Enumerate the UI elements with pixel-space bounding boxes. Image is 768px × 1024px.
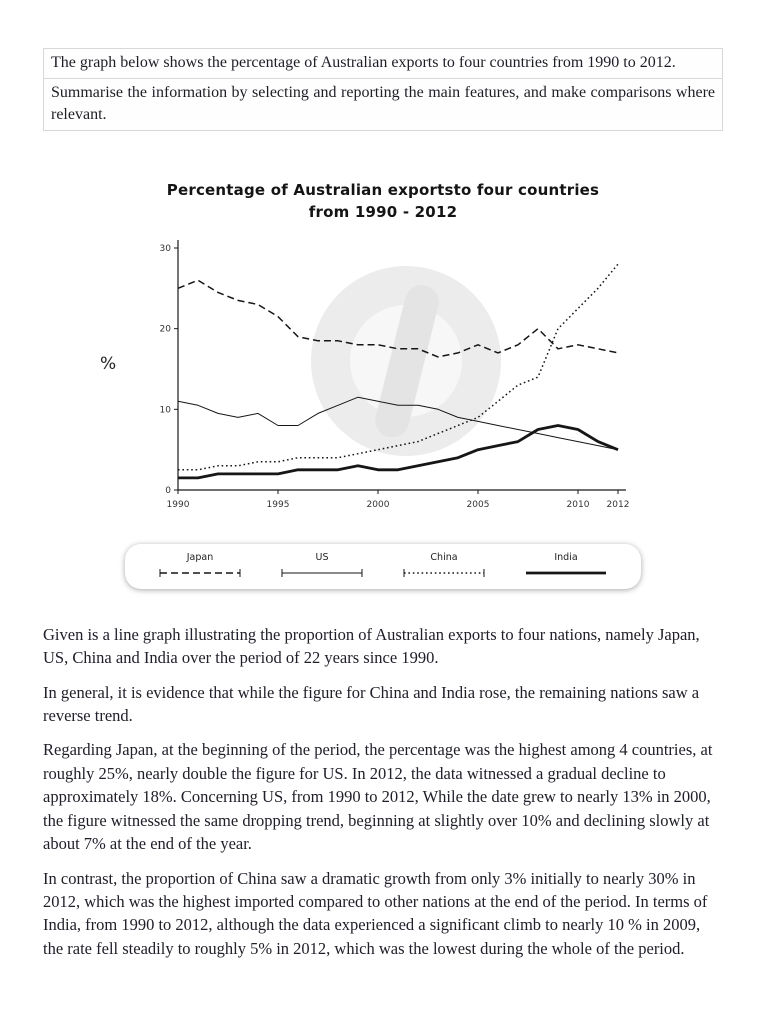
legend-swatch-japan [159,568,241,577]
y-tick-label: 30 [160,244,172,254]
x-tick-label: 2005 [467,500,490,510]
x-tick-label: 1990 [167,500,190,510]
essay-paragraph: In contrast, the proportion of China saw… [43,868,708,958]
task-prompt-line-2: Summarise the information by selecting a… [43,78,723,131]
legend-swatch-us [281,568,363,577]
chart-title-line-1: Percentage of Australian exportsto four … [166,180,600,199]
legend-swatch-china [403,568,485,577]
x-tick-label: 2012 [607,500,630,510]
legend-item-japan: Japan [157,552,243,579]
x-tick-label: 2000 [367,500,390,510]
y-tick-label: 0 [165,486,171,496]
legend-label-china: China [430,551,458,563]
legend-swatch-india [526,571,606,575]
chart-title-line-2: from 1990 - 2012 [308,203,458,222]
series-line-india [178,423,619,480]
legend-label-us: US [315,551,329,563]
essay-paragraph: Regarding Japan, at the beginning of the… [43,740,713,854]
essay-body: Given is a line graph illustrating the p… [43,623,723,960]
y-tick-label: 20 [160,324,172,334]
exports-line-chart: 0 10 20 30 1990 1995 2000 2005 2010 2012 [160,239,630,510]
legend-item-india: India [523,552,609,579]
chart-area: % 0 10 20 30 1990 1995 2000 2005 2010 2012 [98,234,658,530]
y-axis-label: % [100,353,117,374]
essay-paragraph: Given is a line graph illustrating the p… [43,624,700,668]
essay-paragraph: In general, it is evidence that while th… [43,682,700,726]
series-line-japan [177,279,619,358]
legend-label-japan: Japan [186,551,214,563]
chart-legend: Japan US China India [125,543,641,589]
y-tick-label: 10 [160,405,172,415]
watermark-bar [375,284,439,438]
x-tick-label: 2010 [567,500,590,510]
x-tick-label: 1995 [267,500,290,510]
series-line-us [177,396,619,450]
legend-label-india: India [554,551,578,563]
chart-block: Percentage of Australian exportsto four … [43,179,723,589]
task-prompt-box: The graph below shows the percentage of … [43,48,723,131]
chart-title: Percentage of Australian exportsto four … [103,179,663,224]
legend-item-china: China [401,552,487,579]
task-prompt-line-1: The graph below shows the percentage of … [43,48,723,80]
legend-item-us: US [279,552,365,579]
